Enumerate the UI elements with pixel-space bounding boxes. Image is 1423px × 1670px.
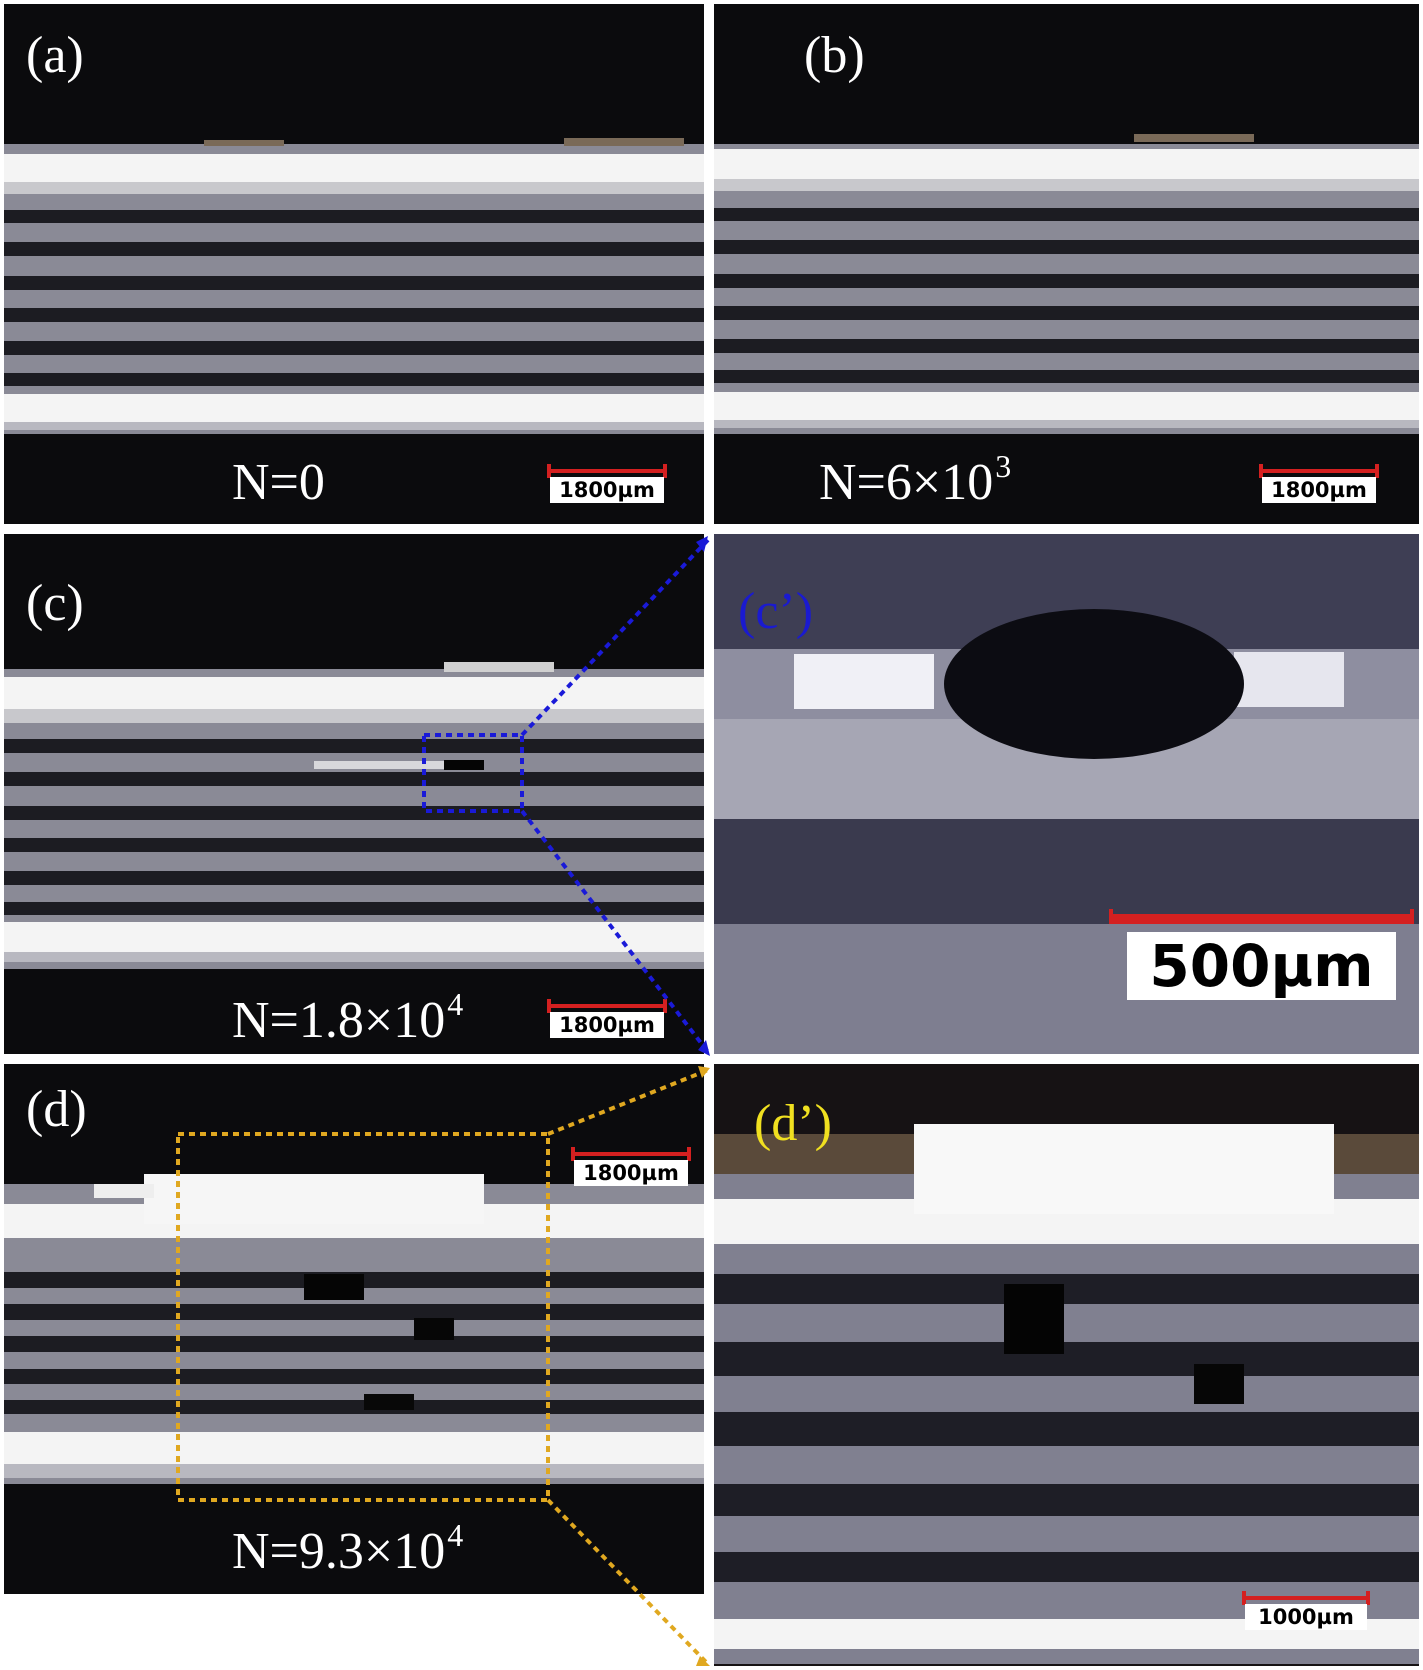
scale-bar-label: 1800µm: [550, 1012, 664, 1038]
scale-bar-label: 1000µm: [1245, 1604, 1367, 1630]
panel-a: (a) N=0 1800µm: [4, 4, 704, 524]
cycle-count-b: N=6×103: [819, 450, 1011, 509]
scale-bar-label: 1800µm: [1262, 477, 1376, 503]
scale-bar-line: [547, 999, 667, 1013]
panel-label-b: (b): [804, 27, 865, 84]
scale-bar-line: [547, 464, 667, 478]
scale-bar-c: 1800µm: [547, 999, 667, 1044]
panel-label-d: (d): [26, 1081, 87, 1138]
panel-b: (b) N=6×103 1800µm: [714, 4, 1419, 524]
laminate-cross-section-image: [4, 534, 704, 1054]
cycle-count-a: N=0: [232, 450, 327, 509]
scale-bar-label: 1800µm: [550, 477, 664, 503]
laminate-cross-section-image: [714, 4, 1419, 524]
panel-label-d-prime: (d’): [754, 1095, 832, 1152]
laminate-cross-section-image: [4, 4, 704, 524]
scale-bar-d-prime: 1000µm: [1242, 1591, 1370, 1636]
cycle-count-b-text: N=6×10: [819, 454, 994, 511]
panel-label-c: (c): [26, 575, 84, 632]
panel-d-prime: (d’) 1000µm: [714, 1064, 1419, 1666]
cycle-count-d-text: N=9.3×10: [232, 1523, 446, 1580]
damaged-laminate-closeup-image: [714, 1064, 1419, 1666]
scale-bar-d: 1800µm: [571, 1147, 691, 1192]
cycle-count-b-exp: 3: [995, 448, 1012, 484]
scale-bar-line: [1242, 1591, 1370, 1605]
scale-bar-c-prime: 500µm: [1109, 909, 1414, 1000]
scale-bar-label: 1800µm: [574, 1160, 688, 1186]
panel-c-prime: (c’) 500µm: [714, 534, 1419, 1054]
scale-bar-line: [1109, 909, 1414, 924]
panel-d: (d) N=9.3×104 1800µm: [4, 1064, 704, 1594]
cycle-count-c-exp: 4: [447, 986, 464, 1022]
zoom-arrow-d-bottom: [696, 1656, 710, 1666]
scale-bar-line: [1259, 464, 1379, 478]
scale-bar-label: 500µm: [1127, 932, 1396, 1000]
scale-bar-line: [571, 1147, 691, 1161]
panel-label-c-prime: (c’): [738, 583, 814, 640]
cycle-count-a-text: N=0: [232, 454, 325, 511]
cycle-count-c-text: N=1.8×10: [232, 992, 446, 1049]
panel-label-a: (a): [26, 27, 84, 84]
damaged-laminate-image: [4, 1064, 704, 1594]
cycle-count-c: N=1.8×104: [232, 988, 463, 1047]
scale-bar-b: 1800µm: [1259, 464, 1379, 509]
cycle-count-d-exp: 4: [447, 1517, 464, 1553]
panel-c: (c) N=1.8×104 1800µm: [4, 534, 704, 1054]
cycle-count-d: N=9.3×104: [232, 1519, 463, 1578]
scale-bar-a: 1800µm: [547, 464, 667, 509]
